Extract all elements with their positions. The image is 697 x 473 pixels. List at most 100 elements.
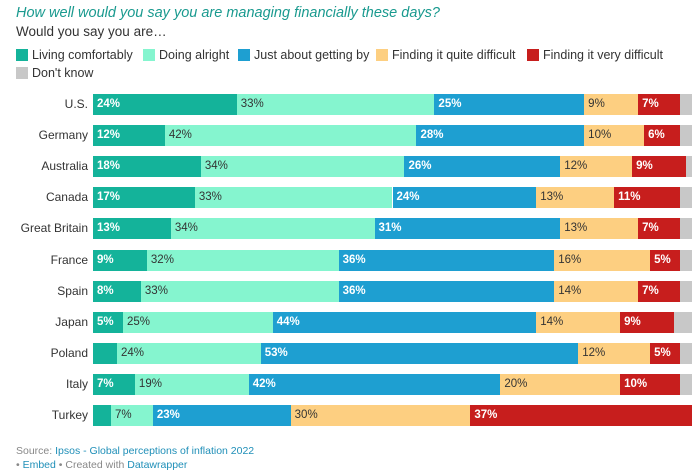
- bar-segment: [93, 249, 147, 271]
- data-label: 7%: [114, 409, 132, 421]
- legend-label: Don't know: [32, 66, 94, 80]
- legend-swatch: [376, 49, 388, 61]
- bar-segment: [140, 280, 339, 302]
- bar-segment: [338, 280, 555, 302]
- legend-label: Finding it very difficult: [543, 48, 663, 62]
- data-label: 30%: [294, 409, 318, 421]
- data-label: 5%: [654, 346, 671, 359]
- bar-segment: [686, 156, 692, 178]
- data-label: 25%: [126, 315, 150, 328]
- data-label: 8%: [97, 284, 114, 297]
- bar-segment: [638, 280, 680, 302]
- bar-segment: [146, 249, 339, 271]
- source-prefix: Source:: [16, 445, 56, 457]
- datawrapper-link[interactable]: Datawrapper: [127, 459, 188, 471]
- data-label: 36%: [342, 284, 366, 297]
- bar-segment: [194, 187, 393, 209]
- bar-segment: [554, 280, 639, 302]
- data-label: 5%: [97, 315, 114, 328]
- bar-segment: [404, 156, 561, 178]
- data-label: 9%: [97, 253, 114, 266]
- category-label: Great Britain: [20, 221, 88, 236]
- bar-segment: [93, 125, 165, 147]
- bar-segment: [680, 125, 692, 147]
- bar-segment: [93, 218, 171, 240]
- category-label: Turkey: [51, 408, 88, 422]
- data-label: 11%: [618, 191, 641, 204]
- bar-segment: [236, 94, 435, 115]
- data-label: 9%: [636, 160, 653, 173]
- source-link[interactable]: Ipsos - Global perceptions of inflation …: [55, 445, 255, 457]
- bar-segment: [374, 218, 561, 240]
- bar-segment: [680, 342, 692, 364]
- bar-segment: [614, 187, 680, 209]
- bar-segment: [644, 125, 681, 147]
- bar-segment: [536, 187, 615, 209]
- bar-segment: [578, 342, 651, 364]
- bar-segment: [680, 218, 692, 240]
- data-label: 31%: [378, 222, 402, 235]
- bar-segment: [674, 311, 692, 333]
- bar-segment: [536, 311, 621, 333]
- chart-title: How well would you say you are managing …: [16, 5, 440, 21]
- data-label: 33%: [198, 191, 222, 204]
- source-line: Source: Ipsos - Global perceptions of in…: [16, 445, 254, 457]
- category-label: Japan: [55, 314, 88, 329]
- data-label: 25%: [438, 98, 462, 110]
- data-label: 13%: [564, 222, 588, 235]
- data-label: 20%: [504, 377, 528, 390]
- embed-link[interactable]: Embed: [22, 459, 56, 471]
- bar-segment: [93, 280, 141, 302]
- data-label: 32%: [150, 253, 174, 266]
- bar-segment: [200, 156, 405, 178]
- footer-line: • Embed • Created with Datawrapper: [16, 459, 187, 471]
- bar-segment: [122, 311, 273, 333]
- category-label: U.S.: [64, 97, 88, 111]
- data-label: 24%: [97, 98, 121, 110]
- bar-segment: [152, 405, 291, 426]
- data-label: 13%: [97, 222, 121, 235]
- data-label: 14%: [540, 315, 564, 328]
- bar-segment: [638, 94, 680, 115]
- bar-segment: [680, 249, 692, 271]
- bar-segment: [338, 249, 555, 271]
- bar-segment: [272, 311, 537, 333]
- category-label: Germany: [38, 128, 88, 143]
- bar-segment: [620, 373, 680, 395]
- category-label: Canada: [45, 190, 88, 205]
- bar-segment: [134, 373, 249, 395]
- data-label: 10%: [624, 377, 648, 390]
- data-label: 42%: [168, 129, 192, 142]
- legend-swatch: [143, 49, 155, 61]
- data-label: 34%: [204, 160, 228, 173]
- bar-segment: [93, 187, 195, 209]
- data-label: 28%: [420, 129, 444, 142]
- category-label: France: [50, 252, 88, 267]
- data-label: 16%: [558, 253, 582, 266]
- bar-segment: [680, 187, 692, 209]
- data-label: 33%: [144, 284, 168, 297]
- data-label: 7%: [97, 377, 114, 390]
- bar-segment: [434, 94, 585, 115]
- data-label: 5%: [654, 253, 671, 266]
- data-label: 26%: [408, 160, 432, 173]
- legend-label: Living comfortably: [32, 48, 133, 62]
- bar-segment: [680, 94, 692, 115]
- data-label: 9%: [624, 315, 641, 328]
- bar-segment: [620, 311, 675, 333]
- bar-segment: [93, 156, 201, 178]
- bar-segment: [632, 156, 686, 178]
- data-label: 24%: [396, 191, 420, 204]
- category-label: Australia: [41, 159, 88, 174]
- data-label: 7%: [642, 284, 659, 297]
- bar-segment: [416, 125, 585, 147]
- data-label: 7%: [642, 98, 659, 110]
- legend-swatch: [238, 49, 250, 61]
- bar-segment: [638, 218, 680, 240]
- chart-subtitle: Would you say you are…: [16, 24, 167, 39]
- bar-segment: [110, 405, 153, 426]
- bar-segment: [93, 405, 111, 426]
- data-label: 24%: [120, 346, 144, 359]
- data-label: 12%: [97, 129, 121, 142]
- data-label: 44%: [276, 315, 300, 328]
